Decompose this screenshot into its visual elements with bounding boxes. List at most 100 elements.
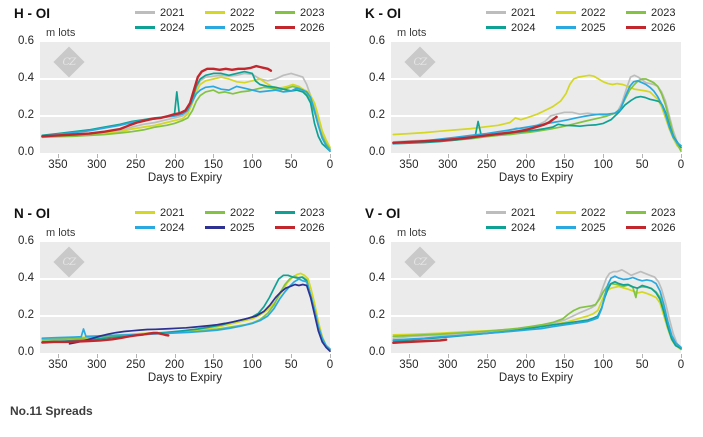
x-tick-mark <box>252 354 254 358</box>
series-line-2025 <box>68 283 331 352</box>
series-line-2024 <box>41 70 331 152</box>
y-tick-label: 0.4 <box>369 72 385 84</box>
y-tick-label: 0.6 <box>369 35 385 47</box>
series-line-2023 <box>392 78 682 152</box>
x-tick-mark <box>57 354 59 358</box>
legend-swatch <box>275 211 295 214</box>
series-line-2021 <box>392 268 682 349</box>
y-tick-label: 0.0 <box>18 146 34 158</box>
x-tick-mark <box>564 354 566 358</box>
y-tick-label: 0.0 <box>369 346 385 358</box>
y-axis: 0.6 0.4 0.2 0.0 <box>357 35 385 158</box>
legend-swatch <box>626 211 646 214</box>
legend-item-2023: 2023 <box>275 205 345 220</box>
legend-swatch <box>556 211 576 214</box>
series-line-2024 <box>392 95 682 149</box>
legend-item-2025: 2025 <box>556 220 626 235</box>
x-tick-mark <box>213 354 215 358</box>
plot-area: CZ <box>391 42 682 153</box>
x-tick-label: 200 <box>515 359 536 371</box>
chart-panel-k: K - OI 2021 2022 2023 2024 2025 2026 m lots 0… <box>351 0 702 200</box>
legend-swatch <box>205 26 225 29</box>
x-axis: 350 300 250 200 150 100 50 0 <box>391 153 684 175</box>
x-tick-label: 150 <box>203 159 223 171</box>
legend-item-2021: 2021 <box>486 205 556 220</box>
legend-swatch <box>626 226 646 229</box>
x-axis-title: Days to Expiry <box>498 172 574 184</box>
series-line-2026 <box>41 331 170 344</box>
legend-item-2021: 2021 <box>486 5 556 20</box>
chart-legend: 2021 2022 2023 2024 2025 2026 <box>135 5 345 35</box>
series-plot <box>392 74 682 152</box>
legend-swatch <box>486 226 506 229</box>
legend-item-2023: 2023 <box>275 5 345 20</box>
legend-swatch <box>626 26 646 29</box>
x-tick-label: 300 <box>87 159 107 171</box>
chart-panel-v: V - OI 2021 2022 2023 2024 2025 2026 m lots 0… <box>351 200 702 400</box>
x-tick-mark <box>408 154 410 158</box>
legend-item-2021: 2021 <box>135 5 205 20</box>
legend-item-2022: 2022 <box>556 205 626 220</box>
legend-swatch <box>486 211 506 214</box>
legend-year-label: 2021 <box>511 6 536 19</box>
legend-swatch <box>556 26 576 29</box>
plot-area: CZ <box>40 42 331 153</box>
legend-year-label: 2022 <box>581 206 606 219</box>
series-line-2023 <box>41 85 331 151</box>
x-tick-label: 50 <box>284 159 298 171</box>
chart-panel-n: N - OI 2021 2022 2023 2024 2025 2026 m lots 0… <box>0 200 351 400</box>
x-tick-mark <box>564 154 566 158</box>
y-tick-label: 0.6 <box>18 35 34 47</box>
legend-year-label: 2023 <box>300 6 325 19</box>
gridline-0-4 <box>40 78 330 80</box>
legend-swatch <box>135 26 155 29</box>
chart-title: K - OI <box>365 6 401 21</box>
y-tick-label: 0.0 <box>369 146 385 158</box>
y-tick-label: 0.6 <box>18 235 34 247</box>
plot-area: CZ <box>391 242 682 353</box>
x-tick-label: 100 <box>593 159 613 171</box>
x-tick-label: 250 <box>477 359 497 371</box>
y-axis-unit-label: m lots <box>397 27 427 39</box>
x-tick-mark <box>213 154 215 158</box>
legend-year-label: 2026 <box>651 21 676 34</box>
legend-item-2024: 2024 <box>486 20 556 35</box>
legend-item-2022: 2022 <box>205 5 275 20</box>
x-tick-label: 50 <box>284 359 298 371</box>
x-tick-label: 50 <box>635 359 649 371</box>
legend-year-label: 2021 <box>160 206 185 219</box>
x-tick-label: 100 <box>242 159 262 171</box>
x-tick-label: 350 <box>48 359 68 371</box>
legend-year-label: 2026 <box>300 221 325 234</box>
x-tick-mark <box>96 154 98 158</box>
x-tick-label: 300 <box>438 159 458 171</box>
legend-year-label: 2023 <box>300 206 325 219</box>
series-line-2026 <box>41 64 273 138</box>
legend-item-2023: 2023 <box>626 205 696 220</box>
legend-item-2023: 2023 <box>626 5 696 20</box>
x-axis: 350 300 250 200 150 100 50 0 <box>40 353 333 375</box>
x-axis-title: Days to Expiry <box>498 372 574 384</box>
y-axis-unit-label: m lots <box>46 27 76 39</box>
legend-item-2026: 2026 <box>275 220 345 235</box>
series-line-2022 <box>392 74 682 151</box>
legend-year-label: 2025 <box>581 21 606 34</box>
x-tick-mark <box>408 354 410 358</box>
legend-swatch <box>135 226 155 229</box>
legend-swatch <box>135 11 155 14</box>
series-plot <box>41 272 331 352</box>
legend-item-2022: 2022 <box>556 5 626 20</box>
legend-year-label: 2021 <box>160 6 185 19</box>
legend-item-2025: 2025 <box>556 20 626 35</box>
chart-legend: 2021 2022 2023 2024 2025 2026 <box>486 5 696 35</box>
x-tick-mark <box>57 154 59 158</box>
x-tick-label: 200 <box>515 159 536 171</box>
legend-item-2021: 2021 <box>135 205 205 220</box>
legend-year-label: 2022 <box>230 6 255 19</box>
legend-year-label: 2022 <box>581 6 606 19</box>
x-tick-label: 300 <box>438 359 458 371</box>
x-tick-label: 200 <box>164 359 185 371</box>
x-tick-mark <box>252 154 254 158</box>
y-tick-label: 0.4 <box>18 72 34 84</box>
legend-swatch <box>205 226 225 229</box>
